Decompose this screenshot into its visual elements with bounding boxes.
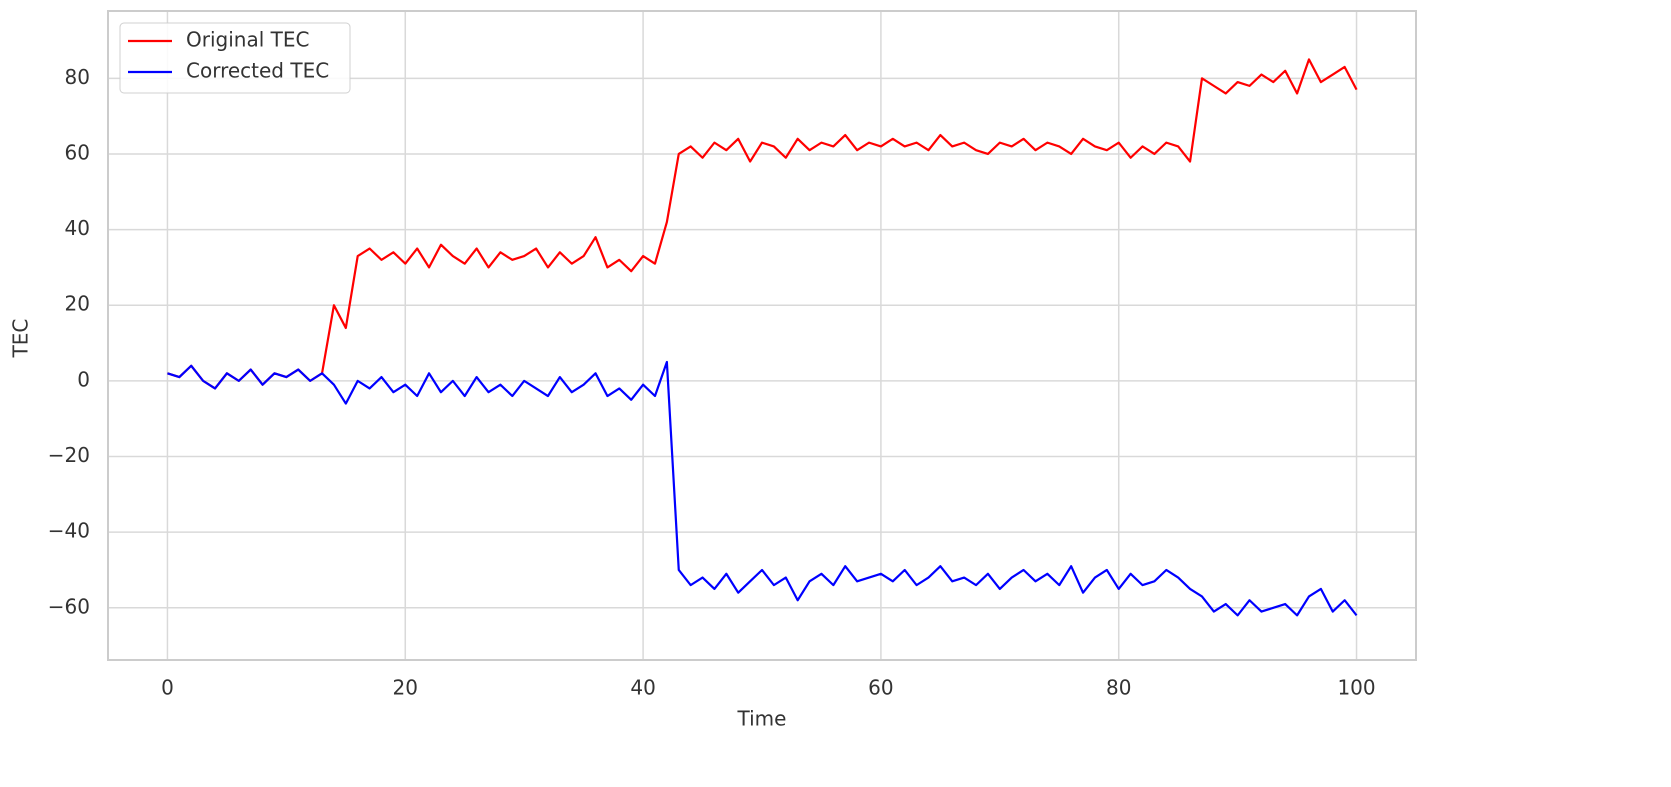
y-tick-label: 80 xyxy=(65,65,90,89)
x-tick-label: 0 xyxy=(161,676,174,700)
y-tick-label: 60 xyxy=(65,140,90,164)
y-tick-label: −20 xyxy=(48,443,90,467)
x-axis-label: Time xyxy=(737,707,787,731)
y-tick-label: −60 xyxy=(48,594,90,618)
x-tick-label: 80 xyxy=(1106,676,1131,700)
legend-box xyxy=(119,22,351,94)
x-tick-label: 60 xyxy=(868,676,893,700)
y-tick-label: 0 xyxy=(77,367,90,391)
y-tick-label: 40 xyxy=(65,216,90,240)
y-axis-label: TEC xyxy=(9,319,33,359)
data-line xyxy=(167,58,1358,390)
y-tick-label: 20 xyxy=(65,292,90,316)
x-tick-label: 100 xyxy=(1337,676,1375,700)
x-tick-label: 40 xyxy=(630,676,655,700)
x-tick-label: 20 xyxy=(393,676,418,700)
plot-frame xyxy=(107,10,1417,661)
legend-label: Corrected TEC xyxy=(186,59,329,83)
y-tick-label: −40 xyxy=(48,519,90,543)
legend-label: Original TEC xyxy=(186,28,309,52)
data-line xyxy=(167,360,1358,617)
